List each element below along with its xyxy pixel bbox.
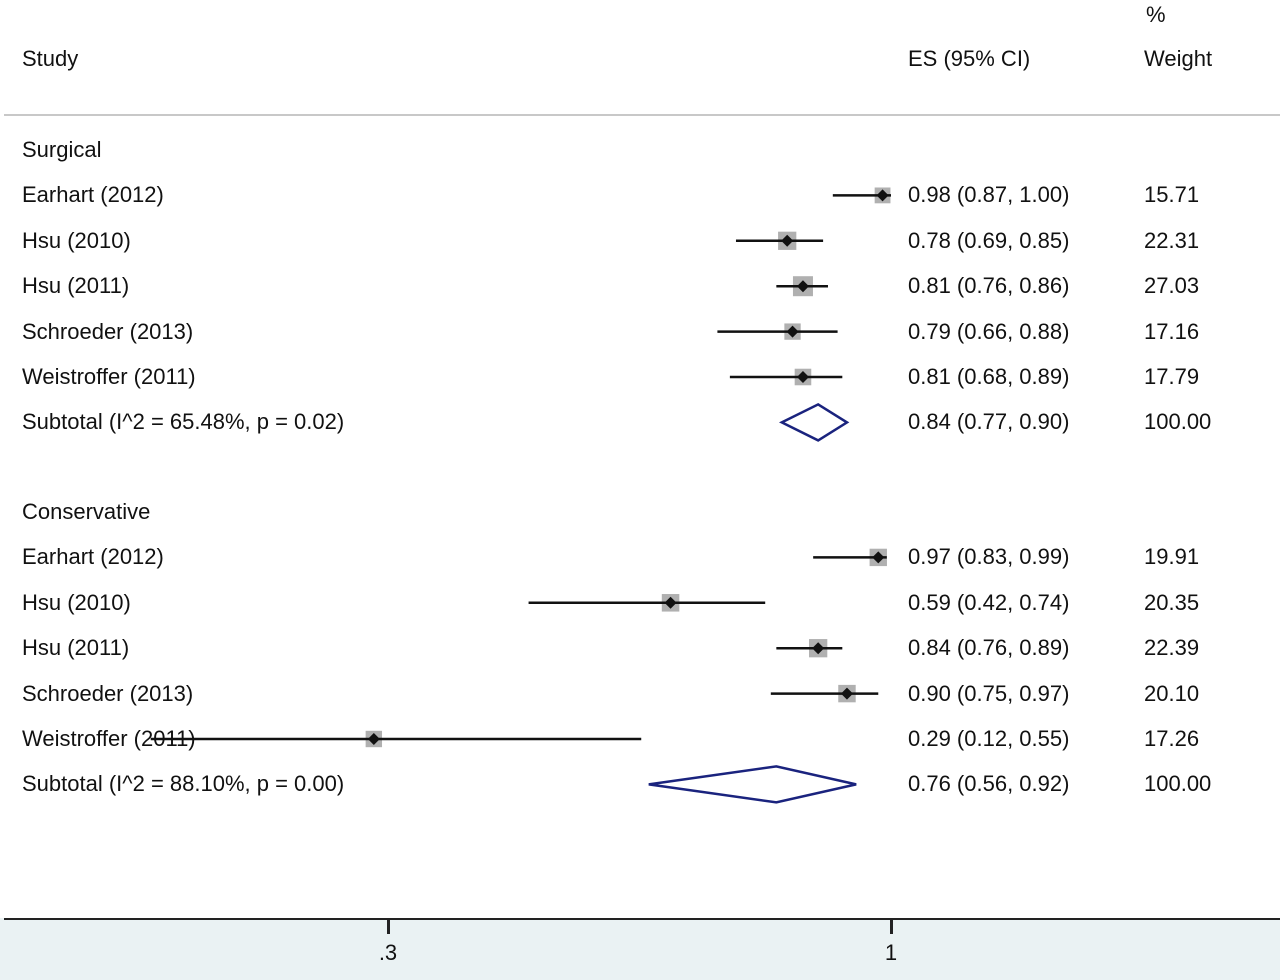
point-estimate-marker: [840, 687, 853, 700]
weight-value: 20.35: [1144, 589, 1200, 615]
point-estimate-marker: [664, 596, 677, 609]
weight-value: 17.79: [1144, 364, 1200, 389]
study-column-header: Study: [22, 46, 79, 71]
subtotal-effect-size-ci: 0.84 (0.77, 0.90): [908, 409, 1070, 435]
effect-size-ci: 0.81 (0.76, 0.86): [908, 273, 1070, 299]
point-estimate-marker: [872, 551, 885, 564]
point-estimate-marker: [796, 280, 809, 293]
effect-size-ci: 0.79 (0.66, 0.88): [908, 318, 1070, 344]
weight-value: 27.03: [1144, 273, 1200, 299]
point-estimate-marker: [796, 371, 809, 383]
subtotal-weight: 100.00: [1144, 409, 1212, 435]
study-name: Hsu (2010): [22, 589, 131, 615]
weight-value: 22.31: [1144, 227, 1200, 253]
plot-area: [4, 0, 1280, 918]
point-estimate-marker: [876, 189, 889, 202]
point-estimate-marker: [812, 642, 825, 655]
effect-size-ci: 0.90 (0.75, 0.97): [908, 680, 1070, 706]
weight-value: 15.71: [1144, 182, 1200, 208]
effect-size-ci: 0.84 (0.76, 0.89): [908, 635, 1070, 661]
weight-value: 22.39: [1144, 635, 1200, 661]
weight-value: 17.16: [1144, 318, 1200, 344]
header-divider: [4, 114, 1280, 116]
study-name: Schroeder (2013): [22, 318, 194, 344]
group-label: Surgical: [22, 137, 102, 162]
subtotal-label: Subtotal (I^2 = 88.10%, p = 0.00): [22, 771, 345, 797]
study-name: Earhart (2012): [22, 182, 164, 208]
axis-band: [0, 918, 1280, 980]
subtotal-diamond: [648, 765, 857, 804]
study-name: Schroeder (2013): [22, 680, 194, 706]
weight-column-header: Weight: [1144, 46, 1213, 71]
study-name: Weistroffer (2011): [22, 364, 196, 389]
study-name: Earhart (2012): [22, 544, 164, 570]
study-name: Hsu (2011): [22, 273, 130, 299]
effect-size-ci: 0.97 (0.83, 0.99): [908, 544, 1070, 570]
x-axis-tick: [889, 920, 893, 934]
weight-value: 20.10: [1144, 680, 1200, 706]
point-estimate-marker: [781, 234, 794, 247]
effect-size-ci: 0.81 (0.68, 0.89): [908, 364, 1070, 389]
x-axis-tick-label: .3: [378, 940, 398, 965]
x-axis-line: [4, 918, 1280, 920]
es-column-header: ES (95% CI): [908, 46, 1031, 71]
effect-size-ci: 0.59 (0.42, 0.74): [908, 589, 1070, 615]
weight-column-header-percent: %: [1146, 2, 1166, 27]
subtotal-weight: 100.00: [1144, 771, 1212, 797]
study-name: Hsu (2011): [22, 635, 130, 661]
x-axis-tick-label: 1: [884, 940, 898, 965]
study-name: Hsu (2010): [22, 227, 131, 253]
subtotal-effect-size-ci: 0.76 (0.56, 0.92): [908, 771, 1070, 797]
group-label: Conservative: [22, 499, 151, 524]
weight-value: 17.26: [1144, 726, 1200, 751]
subtotal-label: Subtotal (I^2 = 65.48%, p = 0.02): [22, 409, 345, 435]
x-axis-tick: [386, 920, 390, 934]
effect-size-ci: 0.78 (0.69, 0.85): [908, 227, 1070, 253]
weight-value: 19.91: [1144, 544, 1200, 570]
point-estimate-marker: [786, 325, 799, 338]
effect-size-ci: 0.98 (0.87, 1.00): [908, 182, 1070, 208]
effect-size-ci: 0.29 (0.12, 0.55): [908, 726, 1070, 751]
subtotal-diamond: [778, 402, 850, 442]
point-estimate-marker: [367, 733, 380, 745]
